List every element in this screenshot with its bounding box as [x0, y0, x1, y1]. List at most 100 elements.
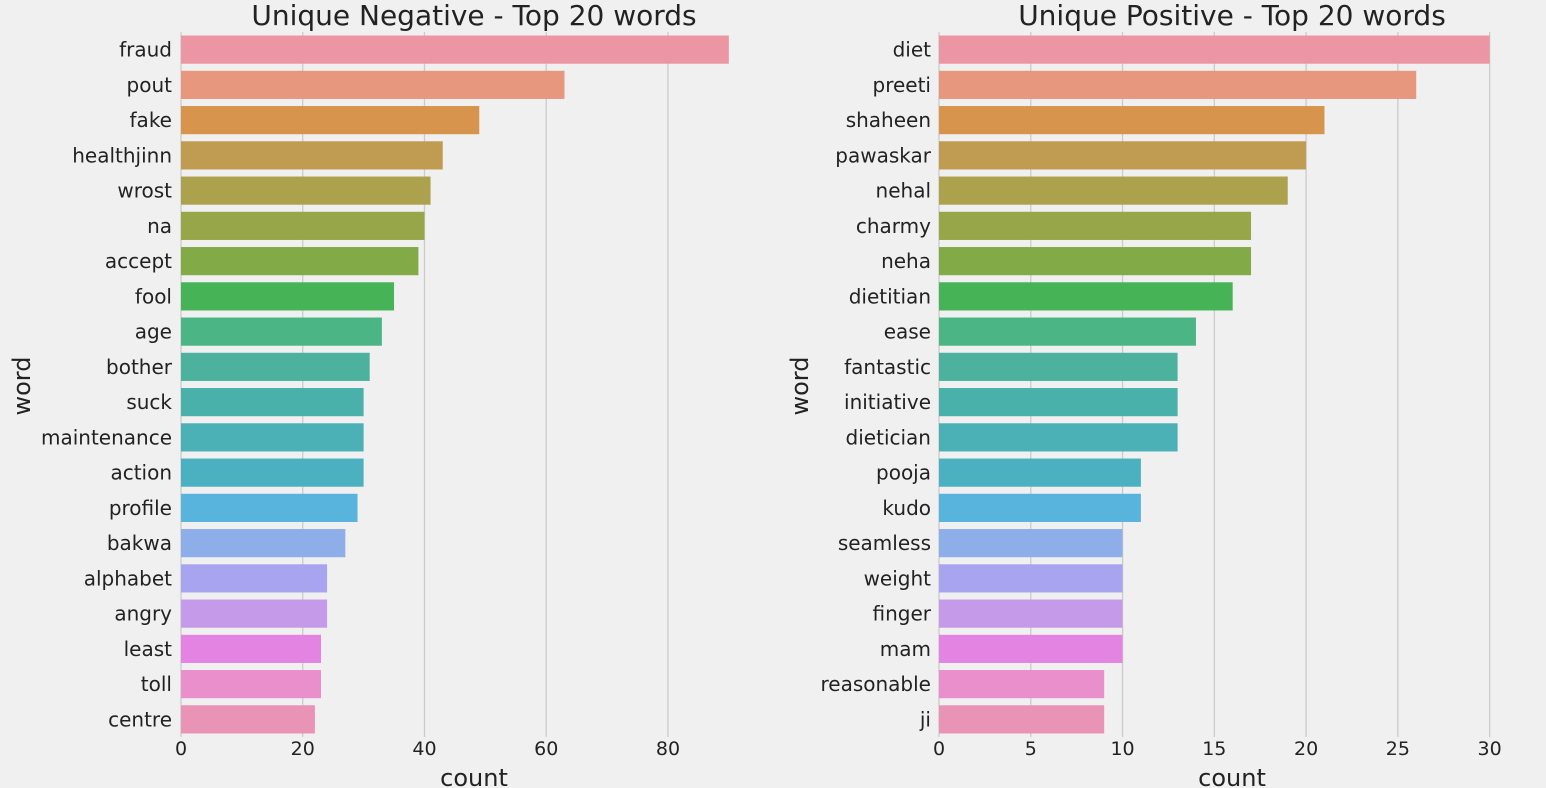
bar	[181, 458, 364, 487]
bar	[939, 282, 1233, 311]
bar	[181, 211, 425, 240]
x-tick-label: 20	[1294, 738, 1318, 760]
y-tick-label: diet	[893, 38, 932, 62]
bar	[939, 247, 1252, 276]
bar	[939, 176, 1288, 205]
y-tick-label: angry	[114, 602, 172, 626]
y-tick-label: profile	[109, 496, 172, 520]
y-tick-label: preeti	[873, 73, 932, 97]
y-tick-label: neha	[881, 249, 931, 273]
x-tick-label: 10	[1110, 738, 1134, 760]
bar	[939, 141, 1307, 170]
bar	[939, 599, 1123, 628]
y-tick-label: ease	[884, 320, 931, 344]
bar	[181, 705, 315, 734]
y-tick-label: pout	[127, 73, 173, 97]
bar	[181, 634, 321, 663]
y-tick-label: kudo	[882, 496, 931, 520]
x-axis-label: count	[440, 764, 508, 788]
y-tick-label: dietician	[846, 425, 931, 449]
y-tick-label: action	[110, 461, 172, 485]
bar	[181, 106, 480, 135]
y-tick-label: initiative	[844, 390, 931, 414]
y-tick-label: toll	[141, 672, 172, 696]
y-tick-label: fraud	[119, 38, 172, 62]
bar	[939, 634, 1123, 663]
bar	[181, 564, 328, 593]
y-tick-label: age	[135, 320, 172, 344]
bar	[181, 247, 419, 276]
bar	[181, 70, 565, 99]
y-tick-label: centre	[108, 707, 172, 731]
bar	[181, 493, 358, 522]
x-tick-label: 40	[412, 738, 436, 760]
x-tick-label: 0	[933, 738, 945, 760]
y-tick-label: seamless	[838, 531, 931, 555]
y-tick-label: wrost	[117, 179, 172, 203]
y-tick-label: reasonable	[821, 672, 932, 696]
y-tick-label: charmy	[856, 214, 931, 238]
bar	[181, 317, 382, 346]
y-tick-label: accept	[105, 249, 172, 273]
bar	[939, 106, 1325, 135]
x-tick-label: 30	[1478, 738, 1502, 760]
x-tick-label: 5	[1025, 738, 1037, 760]
y-tick-label: nehal	[876, 179, 931, 203]
x-tick-label: 60	[534, 738, 558, 760]
bar	[181, 423, 364, 452]
bar	[939, 529, 1123, 558]
y-axis-label: word	[786, 357, 814, 416]
y-tick-label: healthjinn	[72, 143, 172, 167]
chart-title: Unique Negative - Top 20 words	[251, 0, 696, 32]
y-axis-label: word	[8, 357, 36, 416]
y-tick-label: maintenance	[41, 425, 172, 449]
bar	[181, 670, 321, 699]
x-tick-label: 80	[656, 738, 680, 760]
bar	[181, 282, 395, 311]
x-tick-label: 15	[1202, 738, 1226, 760]
y-tick-label: dietitian	[849, 284, 931, 308]
bar	[939, 388, 1178, 417]
bar	[939, 70, 1417, 99]
bar	[939, 705, 1105, 734]
bar	[181, 176, 431, 205]
bar	[939, 317, 1196, 346]
bar	[181, 529, 346, 558]
bar	[939, 352, 1178, 381]
y-tick-label: fool	[135, 284, 172, 308]
positive-words-chart: 0 5 10 15 20 25 30 diet preeti shaheen pawaskar neh…	[786, 0, 1502, 788]
y-tick-label: fantastic	[844, 355, 931, 379]
negative-words-chart: 0 20 40 60 80 fraud pout fake healthjinn wrost na a…	[8, 0, 729, 788]
bar	[939, 211, 1252, 240]
bar	[939, 493, 1141, 522]
y-tick-label: bakwa	[107, 531, 172, 555]
y-tick-label: pawaskar	[835, 143, 931, 167]
bar	[181, 35, 729, 64]
bar	[181, 141, 443, 170]
y-tick-label: shaheen	[846, 108, 931, 132]
chart-title: Unique Positive - Top 20 words	[1018, 0, 1446, 32]
y-tick-label: pooja	[876, 461, 931, 485]
x-tick-label: 25	[1386, 738, 1410, 760]
x-axis-label: count	[1198, 764, 1266, 788]
bar	[939, 35, 1490, 64]
y-tick-label: mam	[880, 637, 931, 661]
y-tick-label: alphabet	[84, 566, 172, 590]
bar	[181, 388, 364, 417]
y-tick-label: finger	[873, 602, 932, 626]
y-tick-label: bother	[106, 355, 173, 379]
bar	[939, 564, 1123, 593]
y-tick-label: na	[147, 214, 172, 238]
bar	[939, 670, 1105, 699]
y-tick-label: ji	[919, 707, 931, 731]
bar	[939, 423, 1178, 452]
y-tick-label: suck	[126, 390, 172, 414]
y-tick-label: fake	[130, 108, 172, 132]
y-tick-label: weight	[864, 566, 932, 590]
bar	[939, 458, 1141, 487]
bar	[181, 352, 370, 381]
x-tick-label: 0	[175, 738, 187, 760]
y-tick-label: least	[124, 637, 173, 661]
x-tick-label: 20	[291, 738, 315, 760]
